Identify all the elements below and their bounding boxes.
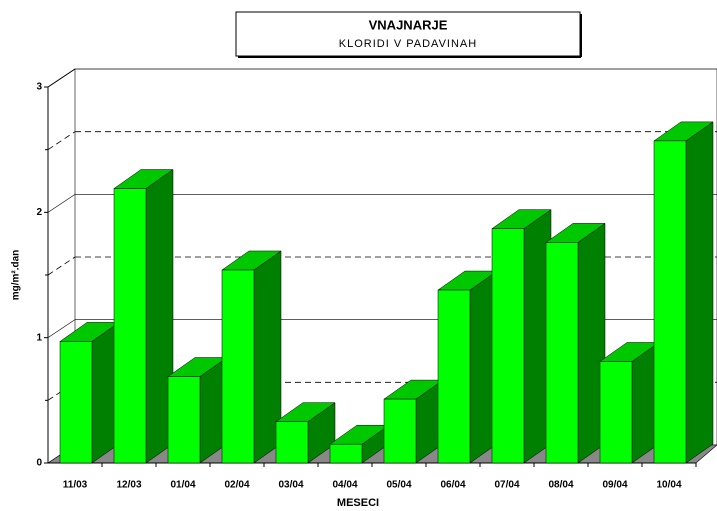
x-tick-label: 10/04 (656, 480, 681, 491)
x-axis-title: MESECI (337, 497, 379, 509)
x-tick-label: 05/04 (386, 480, 411, 491)
x-tick-label: 11/03 (63, 480, 88, 491)
bar (329, 443, 363, 464)
x-tick-label: 04/04 (332, 480, 357, 491)
bar (221, 269, 255, 464)
grid-line-side (47, 194, 76, 213)
grid-line-side (47, 68, 76, 88)
bar (167, 376, 201, 464)
y-axis-title: mg/m².dan (11, 250, 22, 301)
bar (653, 140, 687, 464)
chart-title: VNAJNARJE (369, 17, 448, 32)
bar (383, 398, 417, 464)
y-tick-label: 0 (36, 458, 42, 469)
chart-subtitle: KLORIDI V PADAVINAH (339, 38, 477, 50)
bar (545, 242, 579, 464)
minor-grid-line-side (47, 131, 76, 150)
bar (599, 361, 633, 464)
bar (59, 341, 93, 464)
x-tick-label: 02/04 (224, 480, 249, 491)
bar-side (685, 121, 714, 464)
bar (113, 188, 147, 464)
minor-grid-line-side (47, 382, 76, 401)
y-tick-label: 1 (36, 332, 42, 343)
x-tick-label: 09/04 (602, 480, 627, 491)
x-tick-label: 07/04 (494, 480, 519, 491)
x-tick-label: 12/03 (116, 480, 141, 491)
minor-grid-line-side (47, 256, 76, 276)
y-tick-label: 3 (36, 82, 42, 93)
grid-line-side (47, 319, 76, 338)
x-tick-label: 03/04 (278, 480, 303, 491)
y-tick-label: 2 (36, 207, 42, 218)
bar (437, 289, 471, 464)
bar (491, 228, 525, 464)
x-tick-label: 08/04 (548, 480, 573, 491)
x-tick-label: 01/04 (170, 480, 195, 491)
title-box (235, 11, 581, 57)
bar (275, 421, 309, 464)
x-tick-label: 06/04 (440, 480, 465, 491)
